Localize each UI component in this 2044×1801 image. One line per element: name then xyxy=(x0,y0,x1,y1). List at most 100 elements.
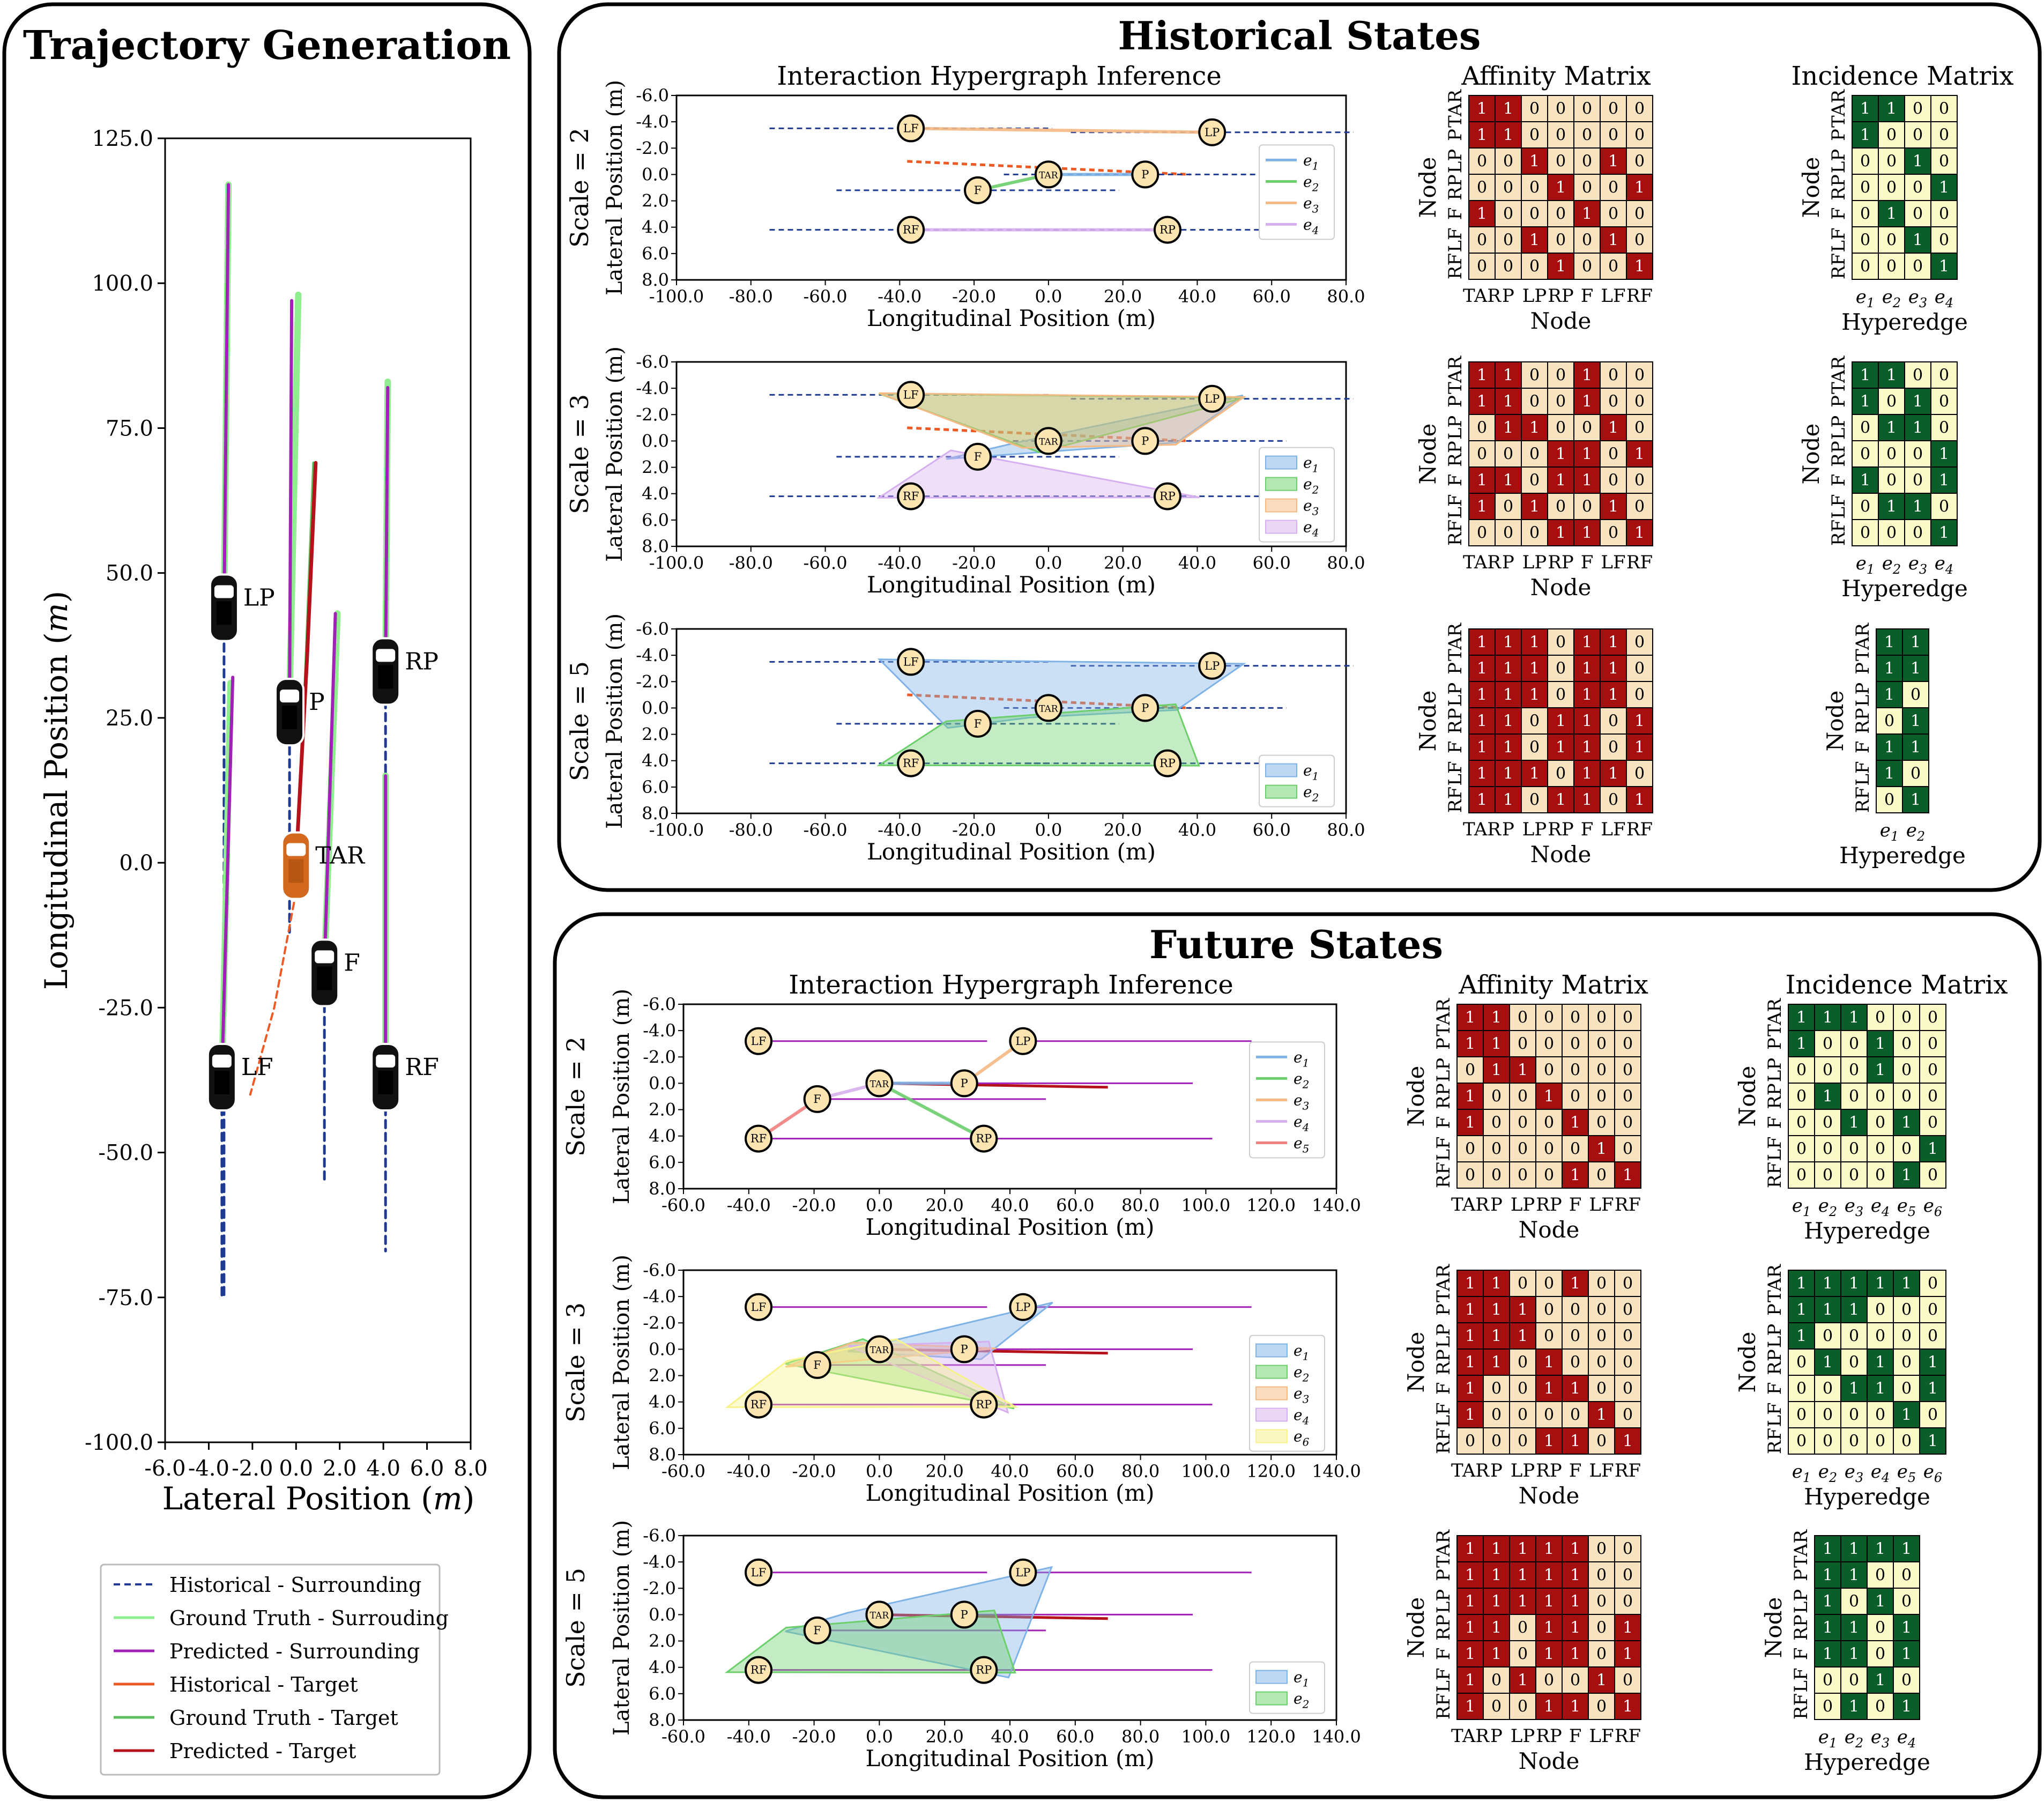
affinity-value: 1 xyxy=(1529,231,1540,249)
incidence-y-label: TAR xyxy=(1790,1529,1812,1568)
trajectory-legend: Historical - Surrounding Ground Truth - S… xyxy=(100,1563,449,1776)
affinity-value: 0 xyxy=(1556,392,1566,411)
affinity-cell xyxy=(1600,786,1627,813)
affinity-y-label: RF xyxy=(1445,253,1466,279)
affinity-cell xyxy=(1495,760,1522,787)
node-rp: RP xyxy=(970,1390,998,1419)
incidence-value: 1 xyxy=(1849,1113,1859,1132)
affinity-cell xyxy=(1614,1693,1641,1720)
vehicle-label: F xyxy=(344,949,360,976)
affinity-value: 0 xyxy=(1623,1034,1633,1053)
affinity-x-title: Node xyxy=(1519,1483,1580,1509)
y-tick-label: -6.0 xyxy=(636,85,669,106)
affinity-value: 0 xyxy=(1570,1300,1580,1319)
affinity-cell xyxy=(1535,1135,1563,1162)
affinity-cell xyxy=(1547,786,1574,813)
historical-col-affinity: Affinity Matrix xyxy=(1461,61,1651,91)
affinity-y-title: Node xyxy=(1403,1066,1429,1127)
incidence-value: 0 xyxy=(1901,1034,1912,1053)
incidence-value: 0 xyxy=(1913,178,1923,197)
node-circle xyxy=(1153,216,1181,244)
affinity-cell xyxy=(1614,1270,1641,1297)
incidence-value: 0 xyxy=(1886,152,1897,171)
affinity-cell xyxy=(1600,466,1627,494)
affinity-cell xyxy=(1521,628,1548,656)
node-circle xyxy=(1198,384,1227,413)
affinity-cell xyxy=(1547,253,1574,280)
incidence-value: 0 xyxy=(1913,204,1923,223)
y-tick-label: 2.0 xyxy=(642,191,669,211)
hypergraph-xlabel: Longitudinal Position (m) xyxy=(867,839,1156,865)
affinity-value: 0 xyxy=(1582,257,1592,276)
incidence-cell xyxy=(1902,733,1929,761)
affinity-value: 1 xyxy=(1582,790,1592,809)
incidence-value: 0 xyxy=(1796,1432,1807,1450)
incidence-value: 1 xyxy=(1928,1353,1938,1372)
affinity-x-label: RF xyxy=(1615,1194,1641,1216)
affinity-value: 1 xyxy=(1544,1087,1554,1106)
vehicle-label: RF xyxy=(405,1054,439,1081)
affinity-value: 0 xyxy=(1503,231,1513,249)
node-circle xyxy=(803,1085,831,1113)
incidence-value: 0 xyxy=(1823,1139,1833,1158)
affinity-value: 1 xyxy=(1556,790,1566,809)
incidence-value: 0 xyxy=(1849,1034,1859,1053)
affinity-cell xyxy=(1562,1401,1589,1428)
legend-label: Historical - Target xyxy=(169,1673,358,1696)
y-tick-label: -2.0 xyxy=(636,671,669,692)
affinity-y-label: LF xyxy=(1433,1402,1454,1427)
legend-swatch xyxy=(1255,1429,1288,1443)
incidence-y-label: TAR xyxy=(1852,622,1874,661)
affinity-y-label: P xyxy=(1433,1569,1454,1581)
x-tick-label: -60.0 xyxy=(661,1195,705,1216)
node-f: F xyxy=(964,709,992,738)
affinity-cell xyxy=(1535,1161,1563,1189)
incidence-x-title: Hyperedge xyxy=(1841,575,1968,602)
affinity-y-label: TAR xyxy=(1433,1529,1454,1568)
affinity-x-title: Node xyxy=(1530,308,1592,334)
affinity-value: 0 xyxy=(1596,1166,1607,1184)
affinity-value: 1 xyxy=(1477,633,1487,651)
affinity-cell xyxy=(1521,681,1548,708)
affinity-y-label: RP xyxy=(1445,708,1466,733)
affinity-value: 0 xyxy=(1518,1087,1528,1106)
y-tick-label: -4.0 xyxy=(636,112,669,132)
incidence-value: 1 xyxy=(1860,366,1870,384)
affinity-value: 0 xyxy=(1544,1113,1554,1132)
incidence-cell xyxy=(1876,733,1903,761)
incidence-value: 0 xyxy=(1939,204,1949,223)
affinity-value: 0 xyxy=(1608,738,1618,757)
y-tick-label: 4.0 xyxy=(649,1657,676,1678)
legend-swatch xyxy=(1265,455,1297,470)
incidence-cell xyxy=(1788,1296,1815,1323)
x-tick-label: -40.0 xyxy=(727,1726,771,1747)
node-label: LF xyxy=(751,1301,767,1314)
x-tick-label: 120.0 xyxy=(1246,1726,1296,1747)
incidence-value: 0 xyxy=(1823,1034,1833,1053)
incidence-cell xyxy=(1788,1348,1815,1376)
affinity-value: 1 xyxy=(1596,1405,1607,1424)
affinity-value: 0 xyxy=(1529,738,1540,757)
incidence-cell xyxy=(1930,388,1958,415)
affinity-value: 0 xyxy=(1634,685,1645,704)
node-label: LP xyxy=(1015,1566,1030,1579)
incidence-x-title: Hyperedge xyxy=(1804,1749,1930,1775)
incidence-cell xyxy=(1840,1296,1868,1323)
affinity-y-label: RP xyxy=(1445,174,1466,200)
x-tick-label: -40.0 xyxy=(878,820,921,840)
vehicle-rp: RP xyxy=(370,637,438,706)
incidence-cell xyxy=(1902,786,1929,813)
affinity-value: 1 xyxy=(1529,764,1540,783)
x-tick-label: -80.0 xyxy=(729,286,773,307)
affinity-value: 1 xyxy=(1477,99,1487,118)
affinity-cell xyxy=(1483,1348,1510,1376)
affinity-value: 0 xyxy=(1623,1566,1633,1584)
affinity-cell xyxy=(1614,1161,1641,1189)
node-label: LF xyxy=(751,1566,767,1579)
incidence-cell xyxy=(1893,1614,1920,1641)
affinity-value: 0 xyxy=(1596,1061,1607,1079)
legend-label: e1 xyxy=(1294,1669,1309,1689)
hypergraph-xlabel: Longitudinal Position (m) xyxy=(865,1214,1154,1240)
incidence-sub: 4 xyxy=(1907,1736,1916,1751)
affinity-y-label: RF xyxy=(1445,787,1466,813)
